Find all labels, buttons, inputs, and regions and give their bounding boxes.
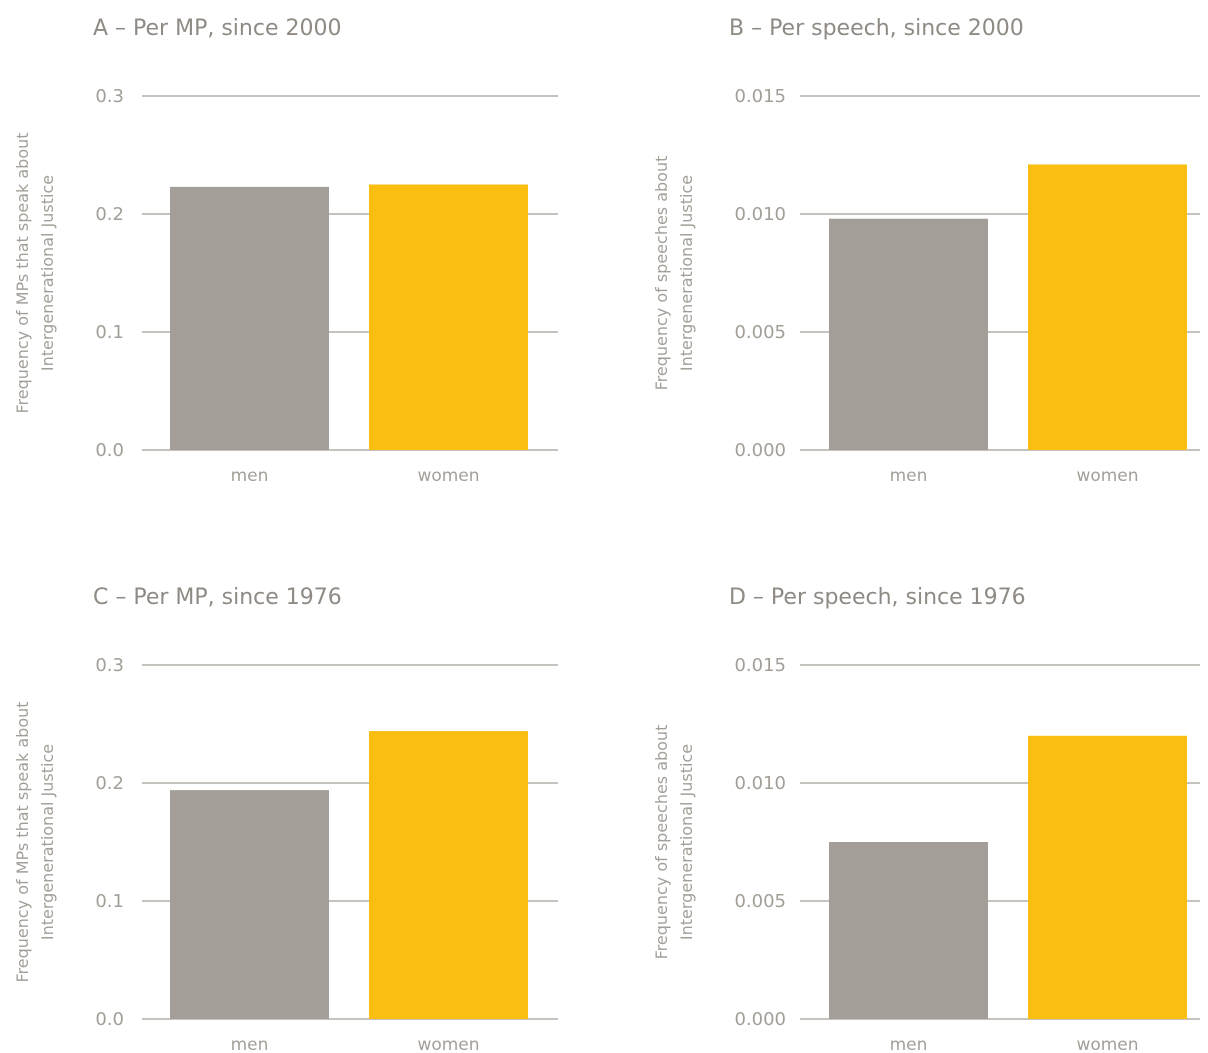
- x-tick-label: women: [417, 466, 479, 486]
- x-tick-label: women: [1076, 466, 1138, 486]
- y-tick-label: 0.005: [734, 891, 786, 912]
- x-tick-label: men: [890, 1035, 928, 1053]
- y-tick-label: 0.3: [95, 86, 124, 107]
- x-tick-label: men: [231, 466, 269, 486]
- y-tick-label: 0.000: [734, 440, 786, 461]
- y-tick-label: 0.010: [734, 773, 786, 794]
- y-axis-label: Frequency of speeches about: [652, 156, 671, 391]
- bar-women: [1028, 164, 1187, 450]
- y-tick-label: 0.005: [734, 322, 786, 343]
- y-tick-label: 0.015: [734, 86, 786, 107]
- chart-panel-a: A – Per MP, since 2000 0.0 0.1 0.2 0.3 men wom…: [13, 16, 558, 486]
- x-tick-label: women: [417, 1035, 479, 1053]
- x-tick-label: men: [890, 466, 928, 486]
- y-axis-label: Intergenerational Justice: [38, 744, 57, 940]
- y-axis-label: Intergenerational Justice: [677, 175, 696, 371]
- y-tick-label: 0.3: [95, 655, 124, 676]
- x-tick-label: men: [231, 1035, 269, 1053]
- chart-panel-b: B – Per speech, since 2000 0.000 0.005 0.01…: [652, 16, 1200, 486]
- y-tick-label: 0.2: [95, 204, 124, 225]
- chart-title: B – Per speech, since 2000: [729, 16, 1024, 41]
- bar-men: [170, 790, 329, 1019]
- x-tick-label: women: [1076, 1035, 1138, 1053]
- y-tick-label: 0.010: [734, 204, 786, 225]
- chart-panel-c: C – Per MP, since 1976 0.0 0.1 0.2 0.3 men wom…: [13, 585, 558, 1053]
- y-tick-label: 0.000: [734, 1009, 786, 1030]
- chart-title: D – Per speech, since 1976: [729, 585, 1026, 610]
- bar-men: [829, 842, 988, 1019]
- y-tick-label: 0.1: [95, 322, 124, 343]
- y-tick-label: 0.0: [95, 1009, 124, 1030]
- bar-men: [829, 218, 988, 450]
- bar-women: [369, 184, 528, 450]
- y-axis-label: Frequency of MPs that speak about: [13, 132, 32, 413]
- y-tick-label: 0.1: [95, 891, 124, 912]
- y-axis-label: Frequency of MPs that speak about: [13, 701, 32, 982]
- y-tick-label: 0.015: [734, 655, 786, 676]
- bar-women: [1028, 735, 1187, 1019]
- chart-title: A – Per MP, since 2000: [93, 16, 341, 41]
- y-tick-label: 0.0: [95, 440, 124, 461]
- y-tick-label: 0.2: [95, 773, 124, 794]
- y-axis-label: Frequency of speeches about: [652, 725, 671, 960]
- chart-panel-d: D – Per speech, since 1976 0.000 0.005 0.01…: [652, 585, 1200, 1053]
- bar-men: [170, 186, 329, 451]
- y-axis-label: Intergenerational Justice: [677, 744, 696, 940]
- y-axis-label: Intergenerational Justice: [38, 175, 57, 371]
- chart-title: C – Per MP, since 1976: [93, 585, 342, 610]
- bar-women: [369, 731, 528, 1019]
